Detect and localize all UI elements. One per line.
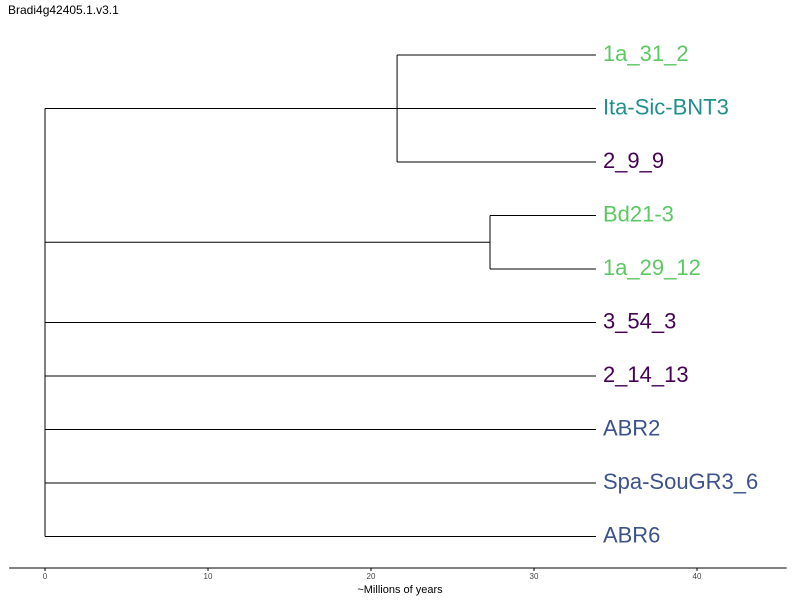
axis-tick-label: 0 (43, 572, 48, 581)
leaf-label: 1a_31_2 (603, 41, 689, 66)
leaf-label: 1a_29_12 (603, 255, 701, 280)
leaf-labels: 1a_31_2 Ita-Sic-BNT3 2_9_9 Bd21-3 1a_29_12 3_… (603, 41, 758, 548)
leaf-label: Spa-SouGR3_6 (603, 469, 758, 494)
leaf-label: ABR2 (603, 415, 660, 440)
leaf-label: Ita-Sic-BNT3 (603, 94, 729, 119)
leaf-label: 2_14_13 (603, 362, 689, 387)
leaf-label: 2_9_9 (603, 148, 664, 173)
time-axis: 0 10 20 30 40 ~Millions of years (9, 567, 787, 596)
axis-title: ~Millions of years (357, 584, 443, 596)
leaf-label: ABR6 (603, 522, 660, 547)
axis-ticks: 0 10 20 30 40 (43, 568, 702, 581)
axis-tick-label: 10 (204, 572, 213, 581)
axis-tick-label: 30 (530, 572, 539, 581)
tree-edges (44, 54, 596, 537)
axis-tick-label: 20 (367, 572, 376, 581)
page-title: Bradi4g42405.1.v3.1 (8, 3, 119, 17)
leaf-label: 3_54_3 (603, 308, 676, 333)
leaf-label: Bd21-3 (603, 201, 674, 226)
axis-tick-label: 40 (693, 572, 702, 581)
